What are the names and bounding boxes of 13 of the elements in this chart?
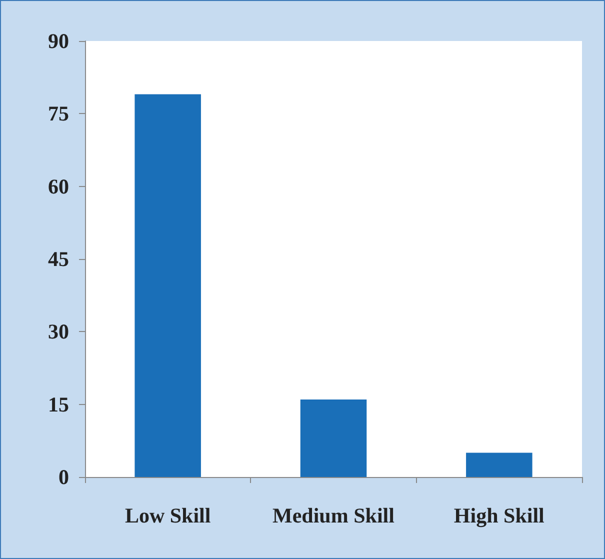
bar [466,452,532,477]
bar [300,399,367,477]
y-tick-label: 45 [48,247,69,271]
x-tick-label: High Skill [454,504,545,528]
y-tick-label: 15 [48,392,69,416]
y-tick-label: 0 [58,465,69,489]
bar [134,94,201,477]
y-tick-label: 60 [48,174,69,198]
y-tick-label: 30 [48,320,69,344]
y-tick-label: 75 [48,102,69,126]
y-tick-label: 90 [48,29,69,53]
x-tick-label: Low Skill [124,504,211,528]
x-tick-label: Medium Skill [272,504,395,528]
